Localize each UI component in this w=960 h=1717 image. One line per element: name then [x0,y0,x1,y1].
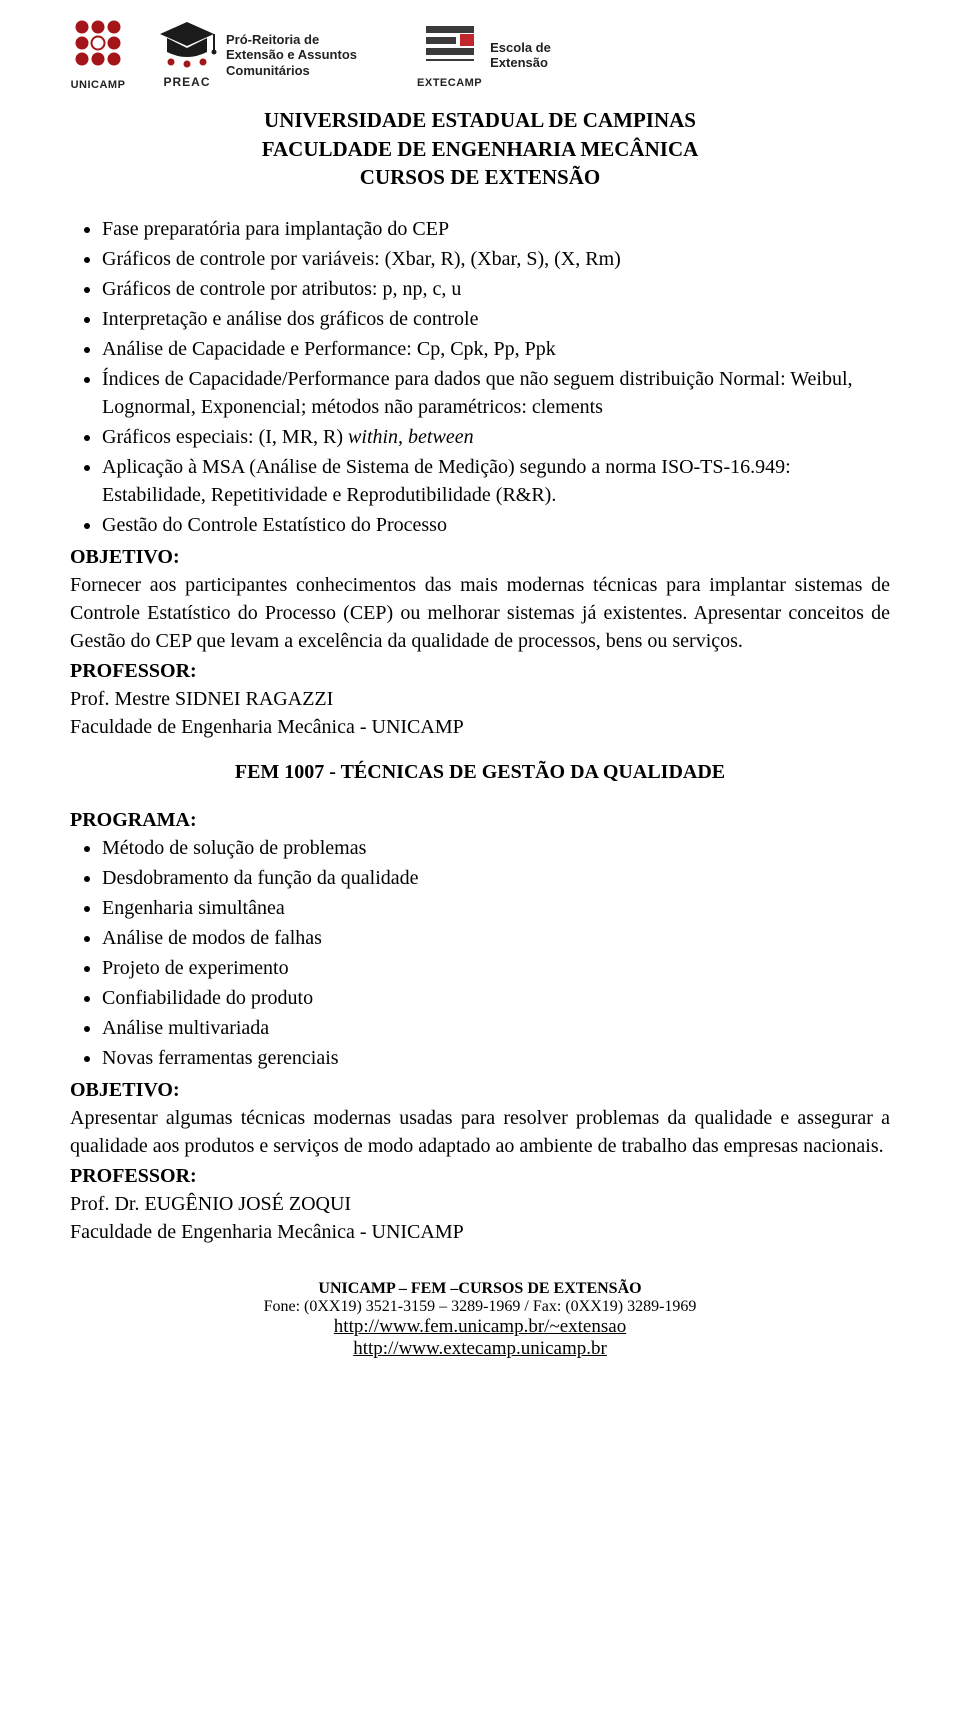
list-item: Novas ferramentas gerenciais [102,1044,890,1072]
professor-name-b: Prof. Dr. EUGÊNIO JOSÉ ZOQUI [70,1190,890,1218]
list-item: Gráficos de controle por atributos: p, n… [102,275,890,303]
preac-logo-text: Pró-Reitoria de Extensão e Assuntos Comu… [226,32,357,79]
objetivo-text-b: Apresentar algumas técnicas modernas usa… [70,1104,890,1160]
logo-row: UNICAMP PREAC Pró-Reitori [70,18,890,92]
section-a-bullets: Fase preparatória para implantação do CE… [70,215,890,539]
list-item: Projeto de experimento [102,954,890,982]
preac-logo-block: PREAC Pró-Reitoria de Extensão e Assunto… [156,20,357,89]
footer-title: UNICAMP – FEM –CURSOS DE EXTENSÃO [70,1280,890,1298]
professor-name-a: Prof. Mestre SIDNEI RAGAZZI [70,685,890,713]
extecamp-logo-icon [423,20,477,75]
list-item: Engenharia simultânea [102,894,890,922]
list-item-text: Gráficos especiais: (I, MR, R) [102,426,348,448]
unicamp-logo-label: UNICAMP [71,79,126,92]
list-item: Confiabilidade do produto [102,984,890,1012]
footer: UNICAMP – FEM –CURSOS DE EXTENSÃO Fone: … [70,1280,890,1360]
list-item: Análise de Capacidade e Performance: Cp,… [102,335,890,363]
list-item-italic: within, between [348,426,474,448]
list-item: Gráficos especiais: (I, MR, R) within, b… [102,423,890,451]
preac-logo-label: PREAC [163,75,210,89]
list-item: Análise multivariada [102,1014,890,1042]
professor-label-a: PROFESSOR: [70,657,890,685]
objetivo-text-a: Fornecer aos participantes conhecimentos… [70,571,890,655]
objetivo-label-a: OBJETIVO: [70,543,890,571]
extecamp-logo-block: EXTECAMP Escola de Extensão [417,20,551,90]
list-item: Análise de modos de falhas [102,924,890,952]
list-item: Interpretação e análise dos gráficos de … [102,305,890,333]
programa-label: PROGRAMA: [70,806,890,834]
list-item: Aplicação à MSA (Análise de Sistema de M… [102,453,890,509]
document-heading: UNIVERSIDADE ESTADUAL DE CAMPINAS FACULD… [70,106,890,191]
professor-affil-b: Faculdade de Engenharia Mecânica - UNICA… [70,1218,890,1246]
list-item: Gestão do Controle Estatístico do Proces… [102,511,890,539]
section-b-bullets: Método de solução de problemas Desdobram… [70,834,890,1072]
professor-label-b: PROFESSOR: [70,1162,890,1190]
unicamp-logo-icon [70,18,126,77]
list-item: Índices de Capacidade/Performance para d… [102,365,890,421]
heading-line-2: FACULDADE DE ENGENHARIA MECÂNICA [70,135,890,163]
footer-link-2[interactable]: http://www.extecamp.unicamp.br [353,1338,607,1359]
extecamp-logo-text: Escola de Extensão [490,40,551,71]
heading-line-1: UNIVERSIDADE ESTADUAL DE CAMPINAS [70,106,890,134]
footer-contact: Fone: (0XX19) 3521-3159 – 3289-1969 / Fa… [70,1298,890,1316]
extecamp-logo-label: EXTECAMP [417,77,482,90]
heading-line-3: CURSOS DE EXTENSÃO [70,163,890,191]
course-title: FEM 1007 - TÉCNICAS DE GESTÃO DA QUALIDA… [70,761,890,784]
preac-logo-icon [156,20,218,73]
objetivo-label-b: OBJETIVO: [70,1076,890,1104]
list-item: Gráficos de controle por variáveis: (Xba… [102,245,890,273]
list-item: Método de solução de problemas [102,834,890,862]
list-item: Fase preparatória para implantação do CE… [102,215,890,243]
professor-affil-a: Faculdade de Engenharia Mecânica - UNICA… [70,713,890,741]
footer-link-1[interactable]: http://www.fem.unicamp.br/~extensao [334,1316,626,1337]
unicamp-logo-block: UNICAMP [70,18,126,92]
list-item: Desdobramento da função da qualidade [102,864,890,892]
page: UNICAMP PREAC Pró-Reitori [0,0,960,1390]
